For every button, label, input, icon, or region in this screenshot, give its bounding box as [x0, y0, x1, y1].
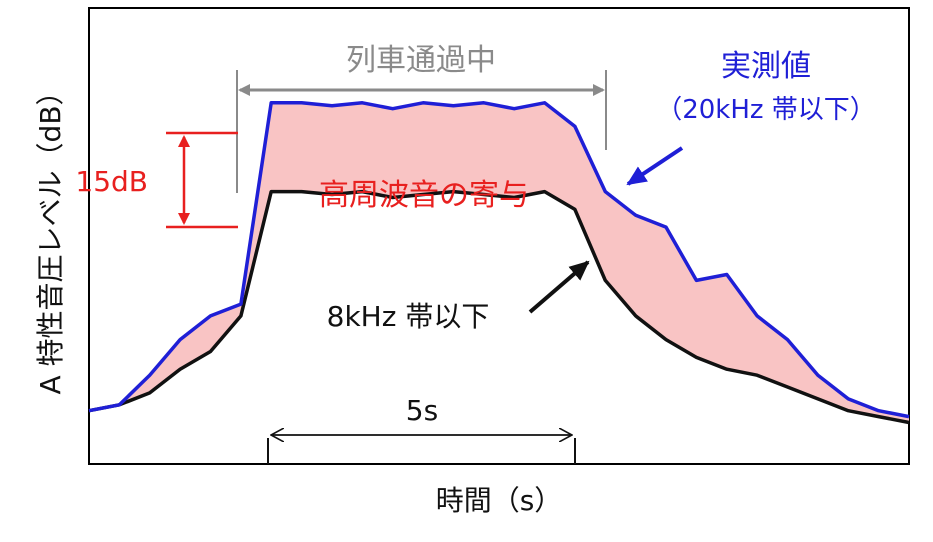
- measured-label-line1: 実測値: [721, 49, 811, 84]
- low-band-pointer-arrow: [528, 260, 590, 314]
- measured-label-line2: （20kHz 帯以下）: [656, 95, 876, 125]
- low-band-series-line: [88, 189, 910, 425]
- diff-label: 15dB: [75, 165, 148, 198]
- plot-frame: [88, 7, 910, 465]
- measured-series-line: [88, 101, 910, 419]
- contribution-label: 高周波音の寄与: [319, 178, 529, 213]
- passing-label: 列車通過中: [346, 43, 496, 78]
- contribution-area: [89, 102, 909, 423]
- scale-label: 5s: [406, 394, 438, 427]
- x-axis-label: 時間（s）: [436, 484, 563, 517]
- measured-pointer-arrow: [626, 146, 684, 186]
- y-axis-label: A 特性音圧レベル（dB）: [34, 77, 67, 394]
- low-band-label: 8kHz 帯以下: [327, 300, 490, 333]
